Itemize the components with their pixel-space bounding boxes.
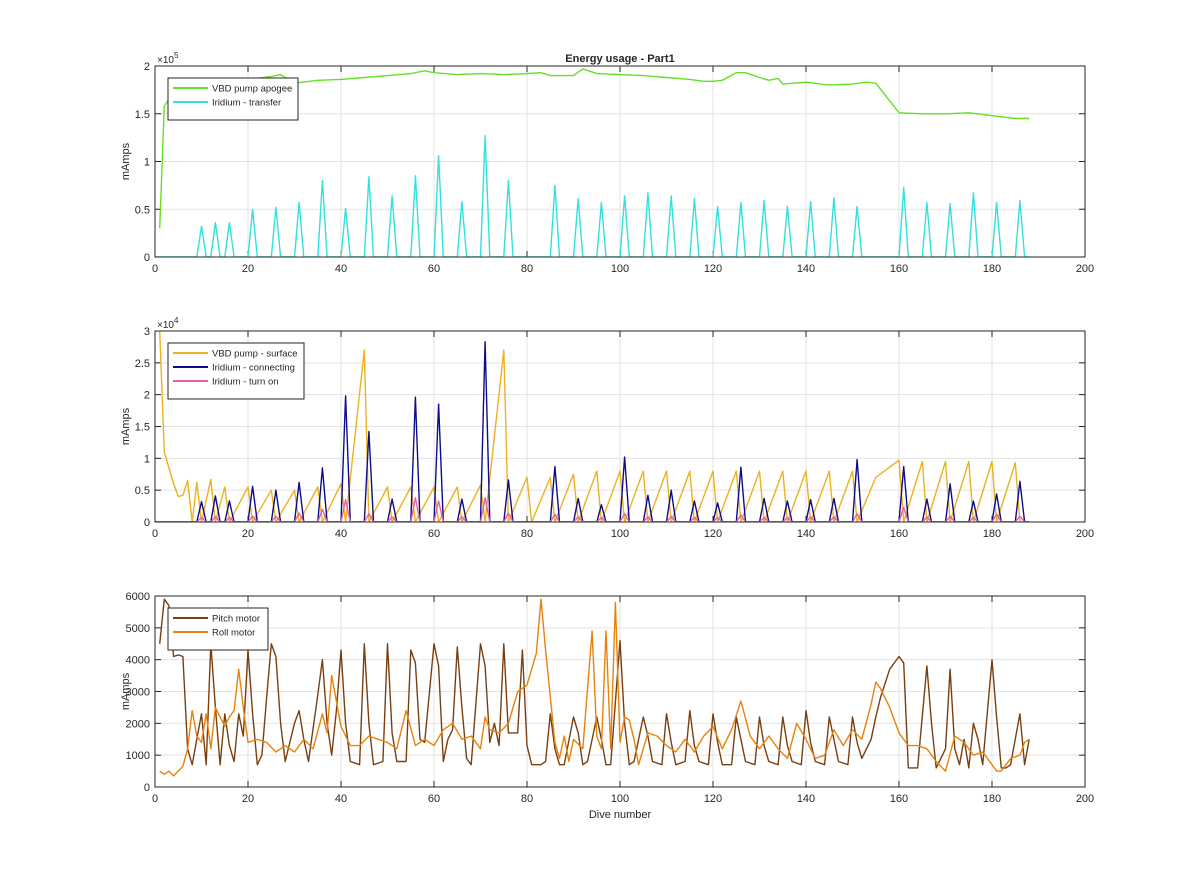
y-tick-label: 1 bbox=[144, 453, 150, 465]
y-tick-label: 0.5 bbox=[135, 204, 150, 216]
y-tick-label: 2.5 bbox=[135, 358, 150, 370]
y-tick-label: 2 bbox=[144, 390, 150, 402]
y-exponent-label: ×105 bbox=[157, 51, 179, 66]
chart-panel-3: 0 20 40 60 80 100 120 140 160 180 2000100020003000… bbox=[120, 591, 1094, 821]
y-tick-label: 4000 bbox=[126, 655, 150, 667]
x-tick-label: 40 bbox=[335, 793, 347, 805]
x-tick-label: 200 bbox=[1076, 528, 1094, 540]
series-line-1 bbox=[159, 598, 1030, 769]
y-tick-label: 1000 bbox=[126, 750, 150, 762]
series-line-1 bbox=[159, 331, 1030, 522]
x-tick-label: 40 bbox=[335, 528, 347, 540]
y-tick-label: 2 bbox=[144, 61, 150, 73]
legend-box bbox=[167, 77, 299, 121]
x-tick-label: 120 bbox=[704, 793, 722, 805]
x-tick-label: 120 bbox=[704, 528, 722, 540]
x-axis-label: Dive number bbox=[589, 809, 652, 821]
legend-label: Iridium - transfer bbox=[212, 98, 281, 109]
y-tick-label: 2000 bbox=[126, 718, 150, 730]
chart-panel-2: 0 20 40 60 80 100 120 140 160 180 200 0 0.5 1 1.5 2 2.5 3… bbox=[120, 316, 1094, 540]
x-tick-label: 60 bbox=[428, 263, 440, 275]
x-tick-label: 0 bbox=[152, 793, 158, 805]
x-tick-label: 80 bbox=[521, 528, 533, 540]
legend-label: VBD pump - surface bbox=[212, 349, 298, 360]
x-tick-label: 0 bbox=[152, 263, 158, 275]
y-axis-label: mAmps bbox=[120, 407, 132, 445]
y-axis-label: mAmps bbox=[120, 672, 132, 710]
y-tick-label: 3000 bbox=[126, 687, 150, 699]
y-exponent-label: ×104 bbox=[157, 316, 179, 331]
series-line-3 bbox=[155, 497, 1030, 522]
y-tick-label: 1.5 bbox=[135, 109, 150, 121]
y-tick-label: 1.5 bbox=[135, 422, 150, 434]
x-tick-label: 120 bbox=[704, 263, 722, 275]
x-tick-label: 140 bbox=[797, 263, 815, 275]
y-axis-label: mAmps bbox=[120, 142, 132, 180]
axes-box bbox=[154, 595, 1086, 788]
y-tick-label: 0 bbox=[144, 252, 150, 264]
x-tick-label: 100 bbox=[611, 528, 629, 540]
chart-title: Energy usage - Part1 bbox=[565, 53, 674, 65]
chart-panel-1: 0 20 40 60 80 100 120 140 160 180 200 0 0.5 1 1.5 2 ×105… bbox=[120, 51, 1094, 275]
x-tick-label: 0 bbox=[152, 528, 158, 540]
x-tick-label: 140 bbox=[797, 528, 815, 540]
series-line-2 bbox=[159, 598, 1030, 777]
legend-label: Pitch motor bbox=[212, 614, 260, 625]
y-tick-label: 6000 bbox=[126, 591, 150, 603]
series-line-2 bbox=[155, 134, 1030, 257]
series-line-2 bbox=[155, 341, 1030, 522]
x-tick-label: 40 bbox=[335, 263, 347, 275]
y-tick-label: 0 bbox=[144, 782, 150, 794]
x-tick-label: 80 bbox=[521, 793, 533, 805]
axes-box bbox=[154, 330, 1086, 523]
x-tick-label: 180 bbox=[983, 263, 1001, 275]
x-tick-label: 160 bbox=[890, 793, 908, 805]
x-tick-label: 20 bbox=[242, 263, 254, 275]
legend-label: Iridium - turn on bbox=[212, 377, 279, 388]
y-tick-label: 0 bbox=[144, 517, 150, 529]
legend-label: VBD pump apogee bbox=[212, 84, 292, 95]
x-tick-label: 200 bbox=[1076, 793, 1094, 805]
legend: VBD pump - surface Iridium - connecting Ir… bbox=[167, 342, 305, 400]
x-tick-label: 60 bbox=[428, 793, 440, 805]
series-line-1 bbox=[159, 68, 1030, 229]
x-tick-label: 180 bbox=[983, 793, 1001, 805]
legend: VBD pump apogee Iridium - transfer bbox=[167, 77, 299, 121]
y-tick-label: 3 bbox=[144, 326, 150, 338]
axes-box bbox=[154, 65, 1086, 258]
legend-label: Roll motor bbox=[212, 628, 255, 639]
x-tick-label: 80 bbox=[521, 263, 533, 275]
y-tick-label: 5000 bbox=[126, 623, 150, 635]
x-tick-label: 60 bbox=[428, 528, 440, 540]
x-tick-label: 180 bbox=[983, 528, 1001, 540]
y-tick-label: 0.5 bbox=[135, 485, 150, 497]
x-tick-label: 140 bbox=[797, 793, 815, 805]
x-tick-label: 160 bbox=[890, 528, 908, 540]
x-tick-label: 100 bbox=[611, 263, 629, 275]
x-tick-label: 20 bbox=[242, 793, 254, 805]
legend: Pitch motor Roll motor bbox=[167, 607, 269, 651]
legend-box bbox=[167, 607, 269, 651]
y-tick-label: 1 bbox=[144, 157, 150, 169]
x-tick-label: 20 bbox=[242, 528, 254, 540]
x-tick-label: 160 bbox=[890, 263, 908, 275]
x-tick-label: 100 bbox=[611, 793, 629, 805]
legend-label: Iridium - connecting bbox=[212, 363, 295, 374]
x-tick-label: 200 bbox=[1076, 263, 1094, 275]
